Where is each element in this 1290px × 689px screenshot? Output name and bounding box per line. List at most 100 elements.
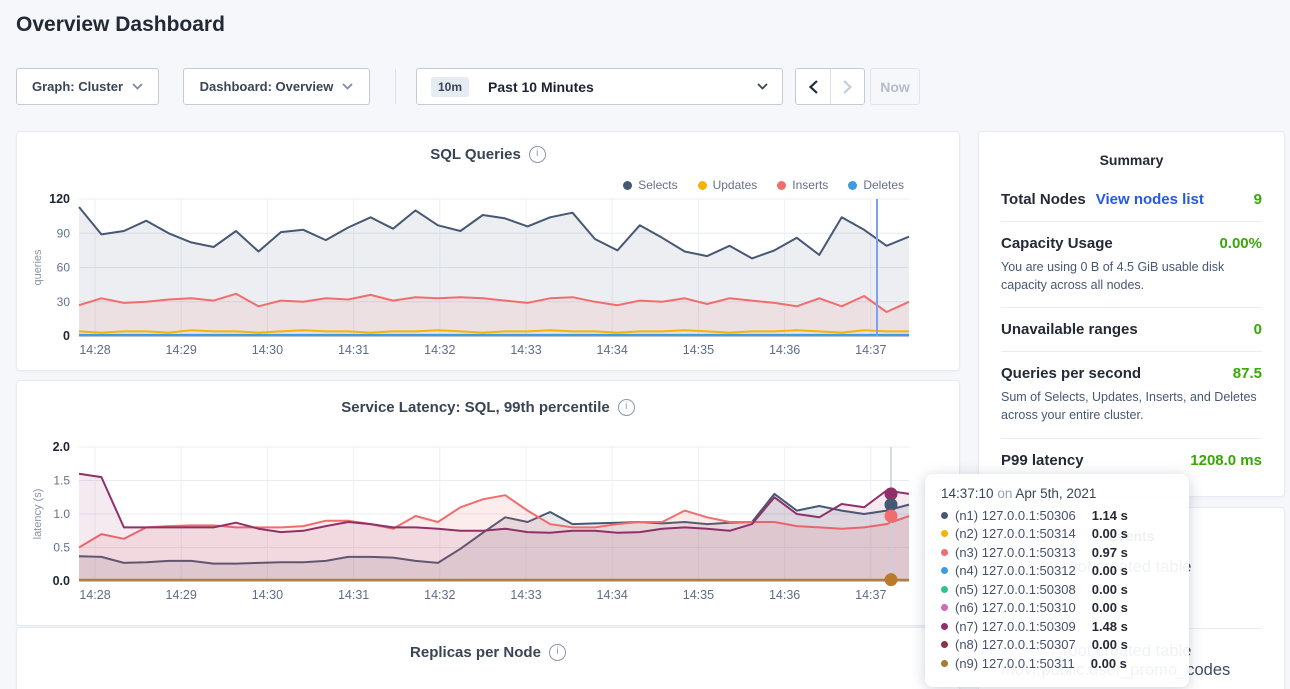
sql-queries-chart[interactable]: 14:28 14:29 14:30 14:31 14:32 14:33 14:34 14:35… [17,132,961,372]
summary-row-label-group: Queries per second [1001,365,1141,382]
svg-text:14:33: 14:33 [510,343,541,357]
svg-text:14:32: 14:32 [424,588,455,602]
summary-row-head: Queries per second 87.5 [1001,365,1262,382]
svg-text:14:30: 14:30 [252,343,283,357]
dashboard-dropdown-label: Dashboard: Overview [199,79,334,94]
summary-value: 0 [1253,321,1262,339]
tooltip-node-label: (n9) 127.0.0.1:50311 [955,655,1075,671]
svg-text:14:28: 14:28 [79,343,110,357]
time-range-dropdown[interactable]: 10m Past 10 Minutes [416,68,783,105]
summary-row: P99 latency 1208.0 ms [1001,439,1262,482]
summary-row: Unavailable ranges 0 [1001,308,1262,353]
svg-text:queries: queries [32,249,44,286]
summary-description: You are using 0 B of 4.5 GiB usable disk… [1001,260,1225,293]
summary-row-head: Capacity Usage 0.00% [1001,235,1262,252]
svg-text:14:30: 14:30 [252,588,283,602]
legend-dot-icon [777,180,787,190]
summary-label: Queries per second [1001,365,1142,383]
node-color-dot-icon [941,567,948,575]
replicas-per-node-card: Replicas per Node i [16,627,960,689]
summary-row-label-group: Total Nodes View nodes list [1001,191,1204,208]
dashboard-dropdown[interactable]: Dashboard: Overview [183,68,370,105]
time-range-badge: 10m [431,76,470,97]
legend-label: Updates [712,178,758,192]
info-icon[interactable]: i [617,399,635,416]
legend-label: Selects [638,178,678,192]
svg-text:14:37: 14:37 [855,588,886,602]
node-color-dot-icon [941,530,948,538]
tooltip-node-label: (n4) 127.0.0.1:50312 [955,563,1076,579]
tooltip-node-label: (n8) 127.0.0.1:50307 [955,637,1076,653]
summary-value: 9 [1253,191,1262,208]
tooltip-node-label: (n2) 127.0.0.1:50314 [955,526,1076,542]
tooltip-node-row: (n3) 127.0.0.1:50313 0.97 s [941,543,1173,562]
tooltip-node-value: 0.97 s [1091,544,1128,560]
node-color-dot-icon [941,604,948,612]
tooltip-node-row: (n7) 127.0.0.1:50309 1.48 s [941,617,1173,636]
tooltip-time: 14:37:10 [941,486,994,501]
svg-text:14:31: 14:31 [338,588,369,602]
svg-text:1.5: 1.5 [53,474,70,488]
legend-item: Deletes [848,178,904,192]
svg-text:14:33: 14:33 [510,588,541,602]
svg-text:14:34: 14:34 [597,588,628,602]
summary-row: Queries per second 87.5 Sum of Selects, Up… [1001,352,1262,439]
summary-value: 1208.0 ms [1190,451,1262,469]
tooltip-node-label: (n7) 127.0.0.1:50309 [955,618,1076,634]
svg-text:latency (s): latency (s) [32,489,44,540]
tooltip-node-value: 0.00 s [1091,526,1128,542]
svg-text:14:36: 14:36 [769,588,800,602]
tooltip-node-value: 0.00 s [1091,581,1128,597]
summary-label: Unavailable ranges [1001,321,1138,339]
graph-dropdown[interactable]: Graph: Cluster [16,68,159,105]
service-latency-chart[interactable]: 14:28 14:29 14:30 14:31 14:32 14:33 14:34 14:35… [17,381,961,627]
summary-label: P99 latency [1001,451,1084,469]
view-nodes-link[interactable]: View nodes list [1095,191,1204,208]
chevron-right-icon [843,79,852,94]
page-title: Overview Dashboard [16,13,225,36]
tooltip-node-label: (n3) 127.0.0.1:50313 [955,544,1076,560]
info-icon[interactable]: i [528,146,546,163]
svg-text:0.5: 0.5 [53,541,70,555]
now-button[interactable]: Now [870,68,920,105]
summary-row-head: Total Nodes View nodes list 9 [1001,191,1262,208]
legend-item: Inserts [777,178,828,192]
prev-time-button[interactable] [796,69,830,104]
tooltip-node-value: 0.00 s [1091,563,1128,579]
sql-queries-title: SQL Queries i [17,146,959,163]
node-color-dot-icon [941,641,948,649]
svg-text:14:35: 14:35 [683,588,714,602]
service-latency-title: Service Latency: SQL, 99th percentile i [17,399,959,416]
legend-item: Updates [697,178,758,192]
legend-dot-icon [848,180,858,190]
legend-dot-icon [697,180,707,190]
tooltip-node-row: (n9) 127.0.0.1:50311 0.00 s [941,654,1173,673]
svg-text:14:31: 14:31 [338,343,369,357]
summary-row: Total Nodes View nodes list 9 [1001,178,1262,222]
service-latency-card: 14:28 14:29 14:30 14:31 14:32 14:33 14:34 14:35… [16,380,960,626]
chevron-down-icon [342,83,353,90]
tooltip-node-value: 0.00 s [1090,655,1127,671]
tooltip-date: Apr 5th, 2021 [1015,486,1097,501]
svg-text:0: 0 [63,329,70,343]
sql-queries-card: 14:28 14:29 14:30 14:31 14:32 14:33 14:34 14:35… [16,131,960,371]
node-color-dot-icon [941,585,948,593]
summary-row-label-group: Unavailable ranges [1001,321,1138,338]
chart-title-text: SQL Queries [430,146,521,163]
chevron-left-icon [808,79,818,94]
summary-row-label-group: Capacity Usage [1001,235,1113,252]
svg-text:14:29: 14:29 [166,343,197,357]
svg-text:14:35: 14:35 [683,343,714,357]
summary-description: Sum of Selects, Updates, Inserts, and De… [1001,390,1257,423]
replicas-per-node-title: Replicas per Node i [17,644,959,661]
legend-label: Deletes [863,178,904,192]
tooltip-node-row: (n6) 127.0.0.1:50310 0.00 s [941,599,1173,618]
svg-text:14:32: 14:32 [424,343,455,357]
svg-text:1.0: 1.0 [53,507,70,521]
node-color-dot-icon [941,548,948,556]
tooltip-on: on [997,486,1013,501]
next-time-button[interactable] [830,69,864,104]
info-icon[interactable]: i [548,644,566,661]
chevron-down-icon [132,83,143,90]
node-color-dot-icon [941,622,948,630]
